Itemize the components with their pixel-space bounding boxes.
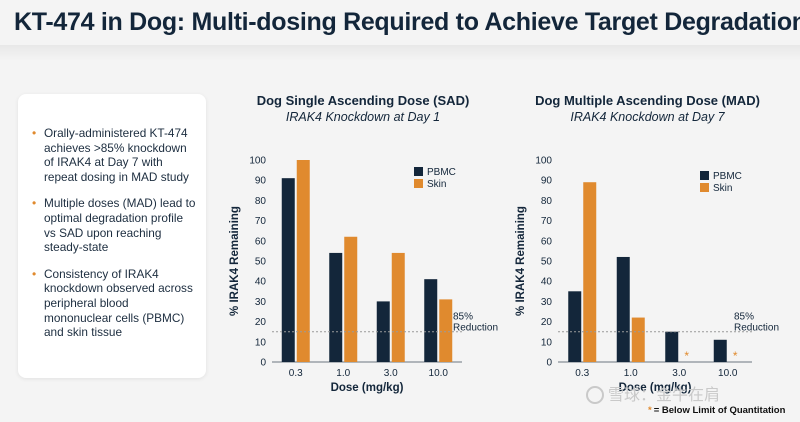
sad-x-tick-label: 1.0 [336,368,350,379]
mad-y-tick-label: 40 [541,277,553,288]
sad-y-tick-label: 90 [255,176,267,187]
sad-bar-pbmc [424,279,438,362]
page-title: KT-474 in Dog: Multi-dosing Required to … [14,8,800,36]
mad-x-tick-label: 0.3 [575,368,589,379]
mad-x-tick-label: 1.0 [624,368,638,379]
mad-x-axis-label: Dose (mg/kg) [619,382,692,394]
mad-y-tick-label: 30 [541,297,553,308]
mad-chart-subtitle: IRAK4 Knockdown at Day 7 [570,110,725,124]
mad-y-tick-label: 50 [541,257,553,268]
mad-y-tick-label: 60 [541,236,553,247]
mad-blq-marker: * [733,349,738,363]
blq-footnote: * = Below Limit of Quantitation [648,405,785,416]
blq-footnote-text: = Below Limit of Quantitation [653,405,786,416]
sad-y-tick-label: 50 [255,257,267,268]
mad-y-tick-label: 100 [535,156,552,167]
mad-threshold-label: Reduction [734,323,779,334]
mad-y-tick-label: 70 [541,216,553,227]
mad-y-tick-label: 20 [541,317,553,328]
sad-chart-title: Dog Single Ascending Dose (SAD) [256,93,470,108]
sad-x-axis-label: Dose (mg/kg) [331,382,404,394]
sad-bar-pbmc [329,252,343,362]
mad-legend-swatch-skin [700,183,709,192]
sad-legend-label: Skin [427,179,446,190]
mad-blq-marker: * [684,349,689,363]
sad-x-tick-label: 10.0 [429,368,449,379]
sad-y-tick-label: 40 [255,277,267,288]
mad-chart-title: Dog Multiple Ascending Dose (MAD) [535,93,760,108]
sad-chart-subtitle: IRAK4 Knockdown at Day 1 [285,110,441,124]
sad-y-tick-label: 20 [255,317,267,328]
sad-y-tick-label: 60 [255,236,267,247]
sad-bar-skin [344,236,358,362]
sad-bar-skin [391,252,405,362]
watermark: 雪球：金牛在肩 [586,381,720,405]
sad-bar-skin [296,160,310,362]
bullet-item: Orally-administered KT-474 achieves >85%… [32,126,198,184]
sad-legend-swatch-pbmc [414,167,423,176]
summary-card: Orally-administered KT-474 achieves >85%… [18,94,206,378]
sad-y-tick-label: 0 [260,358,266,369]
mad-legend-label: PBMC [713,171,742,182]
mad-bar-pbmc [665,331,679,362]
mad-bar-pbmc [568,291,582,362]
mad-legend-swatch-pbmc [700,171,709,180]
mad-bar-skin [583,182,597,362]
watermark-text: 雪球：金牛在肩 [608,387,721,404]
mad-bar-pbmc [616,256,630,362]
mad-x-tick-label: 3.0 [672,368,686,379]
bullet-item: Consistency of IRAK4 knockdown observed … [32,267,198,340]
sad-x-tick-label: 3.0 [384,368,398,379]
sad-bar-pbmc [376,301,390,362]
sad-y-tick-label: 30 [255,297,267,308]
blq-marker: * [648,405,652,416]
mad-bar-pbmc [713,339,727,362]
sad-threshold-label: Reduction [453,323,498,334]
mad-y-tick-label: 90 [541,176,553,187]
mad-y-tick-label: 10 [541,337,553,348]
sad-threshold-label: 85% [453,312,473,323]
sad-x-tick-label: 0.3 [289,368,303,379]
sad-legend-label: PBMC [427,167,456,178]
sad-y-tick-label: 10 [255,337,267,348]
mad-bar-skin [631,317,645,362]
sad-y-axis-label: % IRAK4 Remaining [229,206,241,316]
mad-x-tick-label: 10.0 [718,368,738,379]
mad-legend-label: Skin [713,183,732,194]
title-divider [0,45,800,61]
watermark-logo-icon [586,386,604,404]
sad-y-tick-label: 80 [255,196,267,207]
bullet-list: Orally-administered KT-474 achieves >85%… [32,126,198,352]
mad-y-tick-label: 0 [546,358,552,369]
mad-threshold-label: 85% [734,312,754,323]
sad-y-tick-label: 70 [255,216,267,227]
sad-legend-swatch-skin [414,179,423,188]
mad-y-axis-label: % IRAK4 Remaining [515,206,527,316]
sad-bar-skin [439,299,453,362]
sad-y-tick-label: 100 [249,156,266,167]
bullet-item: Multiple doses (MAD) lead to optimal deg… [32,196,198,254]
sad-bar-pbmc [281,178,295,362]
mad-y-tick-label: 80 [541,196,553,207]
